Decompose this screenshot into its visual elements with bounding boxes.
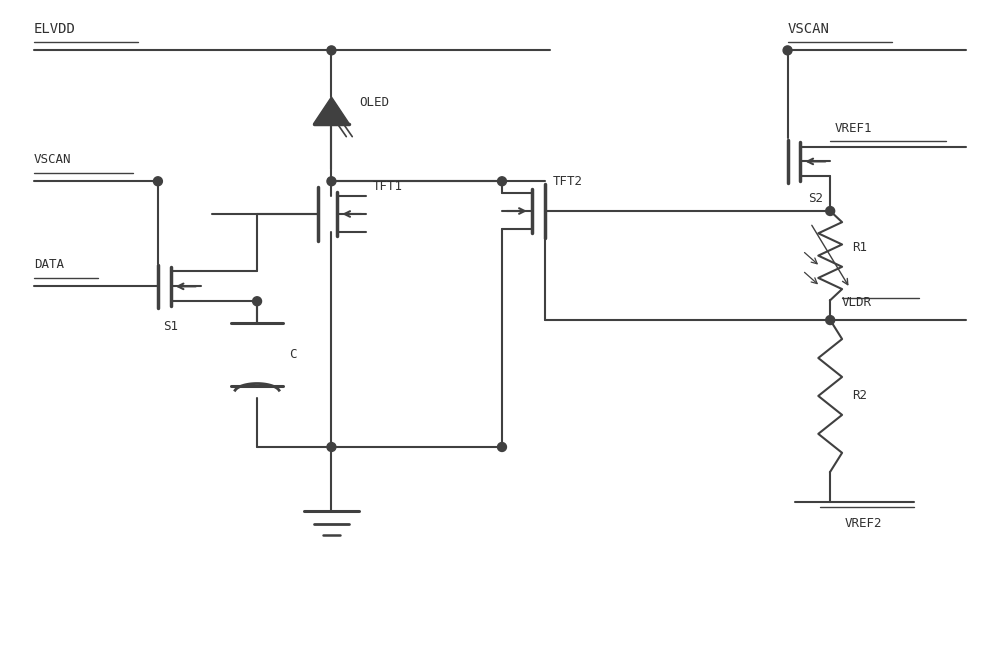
Circle shape	[327, 46, 336, 55]
Text: OLED: OLED	[359, 97, 389, 109]
Text: DATA: DATA	[34, 258, 64, 271]
Text: C: C	[289, 348, 296, 361]
Text: TFT1: TFT1	[373, 180, 403, 193]
Circle shape	[327, 177, 336, 186]
Text: S2: S2	[808, 191, 823, 205]
Text: R1: R1	[852, 241, 867, 254]
Circle shape	[826, 316, 835, 324]
Circle shape	[153, 177, 162, 186]
Circle shape	[498, 177, 506, 186]
Circle shape	[253, 297, 262, 306]
Text: S1: S1	[163, 320, 178, 332]
Text: VLDR: VLDR	[842, 295, 872, 309]
Circle shape	[783, 46, 792, 55]
Text: ELVDD: ELVDD	[34, 22, 76, 36]
Text: TFT2: TFT2	[553, 175, 583, 188]
Text: VREF1: VREF1	[835, 122, 873, 135]
Text: VSCAN: VSCAN	[788, 22, 829, 36]
Circle shape	[498, 443, 506, 451]
Text: VSCAN: VSCAN	[34, 153, 71, 166]
Text: VREF2: VREF2	[845, 517, 883, 530]
Circle shape	[826, 207, 835, 215]
Polygon shape	[314, 97, 349, 124]
Circle shape	[327, 443, 336, 451]
Text: R2: R2	[852, 390, 867, 403]
